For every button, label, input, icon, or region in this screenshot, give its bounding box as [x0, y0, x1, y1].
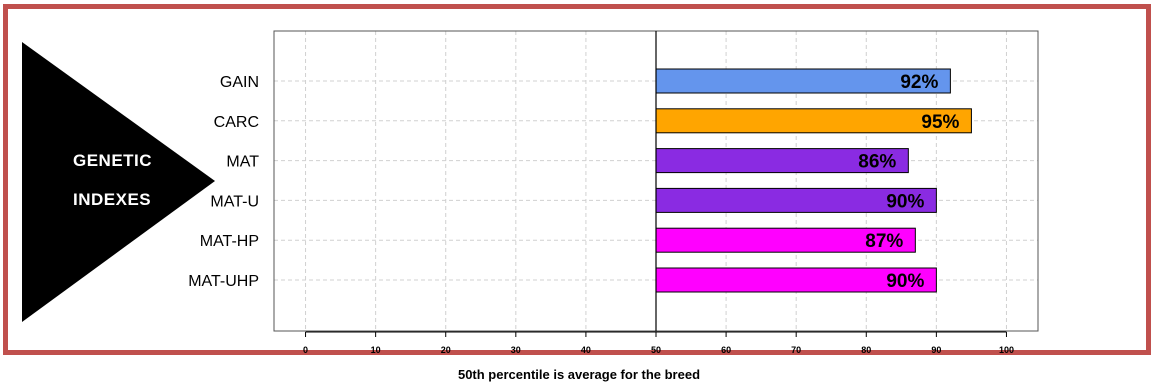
category-label: MAT-UHP: [188, 273, 259, 290]
x-tick-label: 30: [511, 345, 521, 355]
x-tick-label: 50: [651, 345, 661, 355]
x-tick-label: 100: [999, 345, 1014, 355]
x-tick-label: 60: [721, 345, 731, 355]
bar-mat-hp: [655, 227, 916, 253]
bar-mat-u: [655, 187, 937, 213]
category-label: MAT-U: [210, 193, 259, 210]
bar-value-label: 87%: [865, 231, 903, 252]
bar-mat: [655, 148, 909, 174]
bar-value-label: 86%: [858, 152, 896, 173]
bar-value-label: 90%: [886, 191, 924, 212]
category-label: MAT: [226, 154, 259, 171]
x-tick-label: 80: [861, 345, 871, 355]
category-label: GAIN: [220, 74, 259, 91]
chart-caption: 50th percentile is average for the breed: [457, 367, 701, 382]
x-tick-label: 90: [931, 345, 941, 355]
category-label: CARC: [214, 114, 259, 131]
bar-value-label: 90%: [886, 271, 924, 292]
side-label-indexes: INDEXES: [73, 190, 152, 209]
x-tick-label: 0: [303, 345, 308, 355]
x-tick-label: 40: [581, 345, 591, 355]
x-tick-label: 20: [441, 345, 451, 355]
x-tick-label: 70: [791, 345, 801, 355]
side-label-genetic: GENETIC: [73, 151, 153, 170]
bar-mat-uhp: [655, 267, 937, 293]
bar-value-label: 92%: [900, 72, 938, 93]
x-tick-label: 10: [371, 345, 381, 355]
category-label: MAT-HP: [200, 233, 259, 250]
bar-value-label: 95%: [921, 112, 959, 133]
